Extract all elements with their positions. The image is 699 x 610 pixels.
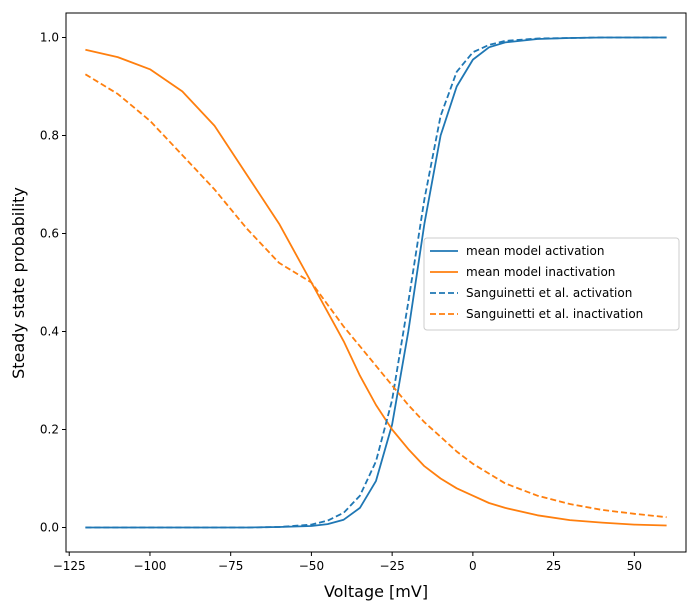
x-axis-label: Voltage [mV] <box>324 582 428 601</box>
y-tick-label: 0.2 <box>40 423 59 437</box>
y-axis: 0.0 0.2 0.4 0.6 0.8 1.0 <box>40 31 66 535</box>
plot-frame <box>65 12 687 553</box>
series-line-2 <box>85 36 667 529</box>
legend-label-1: mean model inactivation <box>466 265 615 279</box>
y-axis-label: Steady state probability <box>9 187 28 379</box>
x-tick-label: −75 <box>218 559 243 573</box>
x-tick-label: 0 <box>469 559 477 573</box>
x-tick-label: 50 <box>627 559 642 573</box>
legend-label-0: mean model activation <box>466 244 604 258</box>
legend-label-3: Sanguinetti et al. inactivation <box>466 307 643 321</box>
y-tick-label: 0.4 <box>40 325 59 339</box>
legend-label-2: Sanguinetti et al. activation <box>466 286 632 300</box>
x-tick-label: −50 <box>299 559 324 573</box>
series-line-3 <box>84 73 667 519</box>
legend: mean model activation mean model inactiva… <box>423 237 680 331</box>
series-layer <box>84 36 667 529</box>
x-tick-label: −25 <box>379 559 404 573</box>
x-axis: −125 −100 −75 −50 −25 0 25 50 <box>53 552 642 573</box>
x-tick-label: 25 <box>546 559 561 573</box>
series-line-1 <box>85 48 667 527</box>
legend-box <box>423 237 680 331</box>
y-tick-label: 0.8 <box>40 129 59 143</box>
x-tick-label: −100 <box>133 559 166 573</box>
y-tick-label: 0.0 <box>40 521 59 535</box>
y-tick-label: 1.0 <box>40 31 59 45</box>
x-tick-label: −125 <box>53 559 86 573</box>
y-tick-label: 0.6 <box>40 227 59 241</box>
